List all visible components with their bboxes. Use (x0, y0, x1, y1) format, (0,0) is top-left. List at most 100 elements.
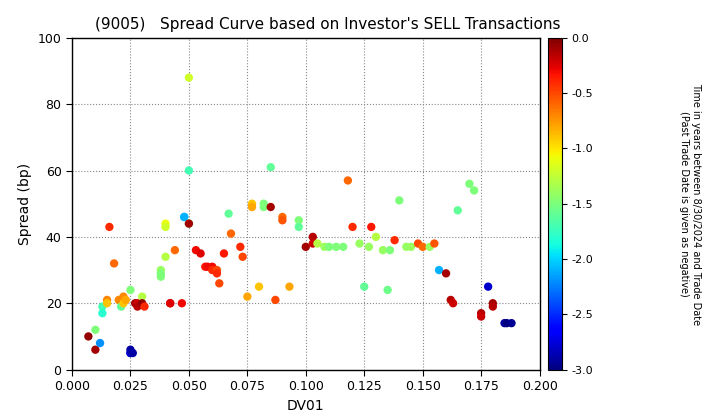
Point (293, 223, 305, 230)
Point (330, 244, 342, 250)
Point (183, 220, 194, 227)
Point (155, 267, 166, 273)
Point (136, 300, 148, 307)
Point (190, 247, 202, 254)
Point (307, 240, 318, 247)
Point (211, 267, 222, 273)
Point (276, 214, 288, 220)
Point (115, 303, 127, 310)
Point (160, 220, 171, 227)
Point (265, 164, 276, 171)
Point (384, 247, 396, 254)
Point (389, 237, 400, 244)
Point (347, 223, 359, 230)
Point (447, 300, 459, 307)
Point (214, 280, 225, 287)
Point (246, 200, 258, 207)
Point (102, 300, 113, 307)
Point (223, 210, 235, 217)
Point (160, 223, 171, 230)
Point (164, 300, 176, 307)
Y-axis label: Time in years between 8/30/2024 and Trade Date
(Past Trade Date is given as nega: Time in years between 8/30/2024 and Trad… (680, 83, 701, 325)
Point (377, 247, 389, 254)
Point (382, 286, 393, 293)
Point (405, 244, 417, 250)
Point (452, 207, 464, 214)
Point (501, 320, 513, 326)
Point (235, 244, 246, 250)
Point (284, 283, 295, 290)
Point (89, 326, 101, 333)
Point (125, 349, 136, 356)
Point (468, 187, 480, 194)
Point (139, 303, 150, 310)
Point (218, 250, 230, 257)
Point (169, 247, 181, 254)
Point (117, 300, 129, 307)
Point (499, 320, 510, 326)
Point (475, 310, 487, 317)
Point (258, 200, 269, 207)
Point (307, 234, 318, 240)
Point (265, 204, 276, 210)
Point (441, 270, 452, 277)
Point (96, 303, 108, 310)
Point (276, 217, 288, 223)
Point (179, 214, 190, 220)
Point (125, 349, 136, 356)
Point (253, 283, 265, 290)
Point (102, 297, 113, 303)
Point (183, 220, 194, 227)
Point (155, 270, 166, 277)
Text: (9005)   Spread Curve based on Investor's SELL Transactions: (9005) Spread Curve based on Investor's … (95, 18, 561, 32)
Point (354, 240, 365, 247)
Point (487, 300, 498, 307)
Point (342, 177, 354, 184)
Point (176, 300, 188, 307)
Point (104, 223, 115, 230)
Point (370, 234, 382, 240)
Point (195, 250, 207, 257)
Point (113, 297, 125, 303)
Point (417, 244, 428, 250)
Point (445, 297, 456, 303)
Point (400, 244, 412, 250)
Point (108, 260, 120, 267)
Point (363, 244, 374, 250)
Point (394, 197, 405, 204)
Point (300, 244, 312, 250)
Point (160, 253, 171, 260)
Point (164, 300, 176, 307)
Point (132, 300, 143, 307)
Point (125, 346, 136, 353)
Point (136, 293, 148, 300)
Point (155, 273, 166, 280)
Point (94, 340, 106, 346)
Point (179, 214, 190, 220)
Point (312, 240, 323, 247)
Point (319, 244, 330, 250)
Point (83, 333, 94, 340)
Point (225, 230, 237, 237)
Point (242, 293, 253, 300)
Point (125, 286, 136, 293)
Point (132, 303, 143, 310)
Point (293, 217, 305, 223)
Point (202, 263, 213, 270)
Point (199, 263, 211, 270)
Point (269, 297, 281, 303)
Point (183, 74, 194, 81)
X-axis label: DV01: DV01 (287, 399, 325, 412)
Point (120, 297, 132, 303)
Point (475, 313, 487, 320)
Point (237, 253, 248, 260)
Point (89, 346, 101, 353)
Point (207, 267, 218, 273)
Point (359, 283, 370, 290)
Point (211, 270, 222, 277)
Point (183, 167, 194, 174)
Point (258, 204, 269, 210)
Point (246, 204, 258, 210)
Point (323, 244, 335, 250)
Point (130, 300, 141, 307)
